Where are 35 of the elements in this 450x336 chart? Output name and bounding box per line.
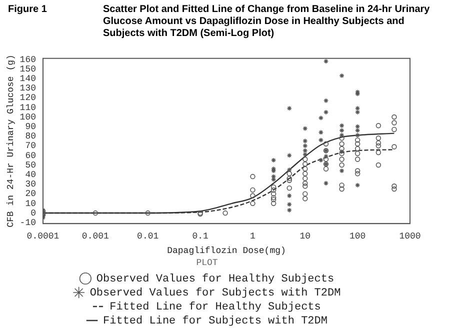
y-tick-label: 110 <box>20 102 36 113</box>
x-tick-label: 10 <box>300 231 311 242</box>
y-tick-label: 20 <box>25 189 36 200</box>
y-tick-label: 90 <box>25 122 36 132</box>
caption: Figure 1 <box>8 4 48 17</box>
x-tick-label: 0.001 <box>82 231 109 242</box>
y-tick-label: 0 <box>30 208 36 218</box>
x-tick-label: 0.01 <box>137 231 159 242</box>
y-tick-label: 130 <box>20 84 36 94</box>
y-tick-label: 140 <box>20 74 36 84</box>
y-tick-label: 160 <box>20 54 36 65</box>
legend-label: Fitted Line for Subjects with T2DM <box>103 315 328 328</box>
y-tick-label: 70 <box>25 141 36 152</box>
legend-label: Observed Values for Subjects with T2DM <box>90 287 341 300</box>
legend-label: Observed Values for Healthy Subjects <box>96 273 334 286</box>
x-tick-label: 0.0001 <box>26 231 60 242</box>
legend-label: Fitted Line for Healthy Subjects <box>110 301 321 314</box>
chart-title: Scatter Plot and Fitted Line of Change from Baseline in 24-hr Urinary Glucose Amount vs Dapagliflozin Dose in Healthy Subjects and Subjects with T2DM (Semi-Log Plot) <box>103 4 431 41</box>
y-tick-label: 50 <box>25 160 36 170</box>
y-tick-label: -10 <box>20 218 36 228</box>
x-axis-title: Dapagliflozin Dose(mg) <box>167 246 286 256</box>
y-tick-label: 10 <box>25 198 36 209</box>
y-tick-label: 80 <box>25 132 36 142</box>
x-tick-label: 100 <box>349 231 366 242</box>
x-tick-label: 1 <box>250 231 256 242</box>
legend-title: PLOT <box>196 258 218 268</box>
y-axis-title: CFB in 24-Hr Urinary Glucose (g) <box>6 54 16 228</box>
y-tick-label: 30 <box>25 180 36 190</box>
y-tick-label: 60 <box>25 150 36 161</box>
y-tick-label: 120 <box>20 93 36 104</box>
y-tick-label: 100 <box>20 112 36 122</box>
y-tick-label: 150 <box>20 64 36 74</box>
x-tick-label: 0.1 <box>192 231 208 242</box>
y-tick-label: 40 <box>25 170 36 180</box>
x-tick-label: 1000 <box>399 231 421 242</box>
